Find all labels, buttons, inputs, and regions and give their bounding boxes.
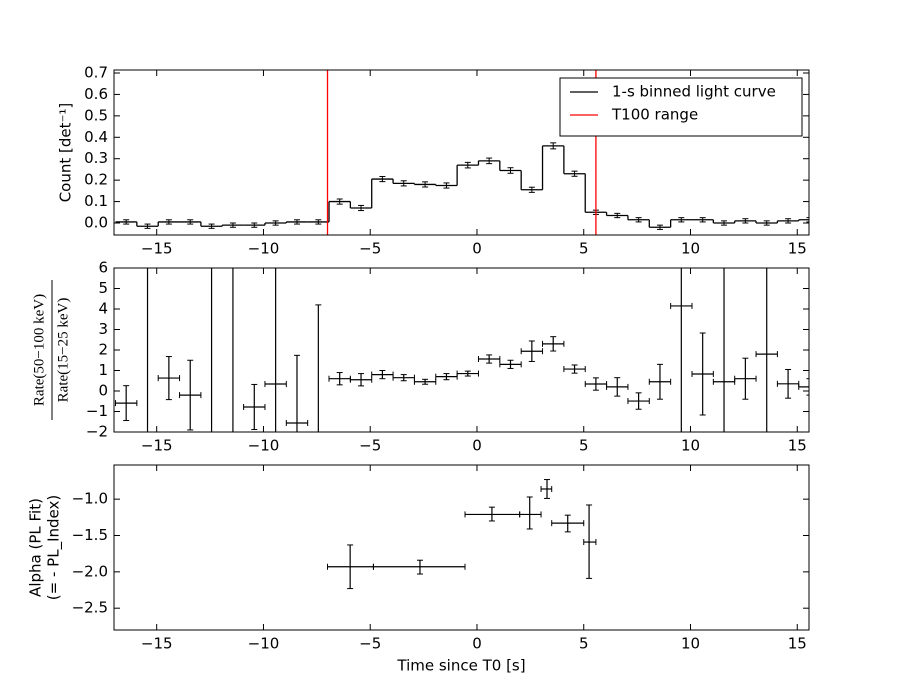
x-tick-label: 10 [681,240,700,258]
plot-area [114,268,809,432]
axes-frame [113,267,810,433]
y-axis-label: (= - PL_Index) [45,495,64,600]
x-tick-label: 5 [579,437,589,455]
y-tick-label: −2 [86,423,108,441]
x-tick-label: −5 [359,240,381,258]
legend-label: 1-s binned light curve [612,83,776,101]
x-tick-label: −15 [141,635,173,653]
x-tick-label: −5 [359,437,381,455]
y-axis-label-denominator: Rate(15−25 keV) [55,298,71,403]
y-tick-label: 3 [98,320,108,338]
x-tick-label: 15 [788,437,807,455]
plot-area [327,479,597,590]
axes-frame [113,69,810,236]
axes-frame [113,464,810,631]
y-tick-label: 0.6 [84,85,108,103]
y-tick-label: 0.3 [84,149,108,167]
point [546,488,548,490]
x-tick-label: 5 [579,635,589,653]
legend-label: T100 range [611,106,698,124]
x-tick-label: −10 [248,635,280,653]
x-tick-label: 5 [579,240,589,258]
y-tick-label: 0.4 [84,128,108,146]
point [349,565,351,568]
x-tick-label: 15 [788,240,807,258]
y-tick-label: 0.2 [84,171,108,189]
legend-box [559,77,803,137]
y-tick-label: 1 [98,361,108,379]
point [588,541,590,543]
x-tick-label: −5 [359,635,381,653]
y-tick-label: −2.5 [72,599,108,617]
point [419,565,421,568]
y-tick-label: 2 [98,341,108,359]
x-tick-label: −10 [248,437,280,455]
y-tick-label: 0 [98,382,108,400]
x-tick-label: 10 [681,635,700,653]
y-tick-label: 6 [98,259,108,277]
y-tick-label: 5 [98,279,108,297]
y-tick-label: 0.1 [84,192,108,210]
y-tick-label: 4 [98,300,108,318]
x-tick-label: 10 [681,437,700,455]
x-axis-label: Time since T0 [s] [396,657,525,675]
y-tick-label: 0.0 [84,214,108,232]
y-tick-label: −1.0 [72,490,108,508]
x-tick-label: −15 [141,437,173,455]
y-tick-label: −2.0 [72,562,108,580]
x-tick-label: 15 [788,635,807,653]
y-tick-label: −1 [86,402,108,420]
plot-area [115,70,809,235]
x-tick-label: 0 [472,635,482,653]
y-tick-label: 0.7 [84,64,108,82]
x-tick-label: −15 [141,240,173,258]
y-tick-label: 0.5 [84,106,108,124]
y-tick-label: −1.5 [72,526,108,544]
y-axis-label: Alpha (PL Fit) [27,498,45,597]
x-tick-label: 0 [472,240,482,258]
x-tick-label: −10 [248,240,280,258]
point [491,513,493,516]
point [566,522,569,524]
y-axis-label: Count [det⁻¹] [57,103,75,203]
y-axis-label-numerator: Rate(50−100 keV) [31,294,47,406]
point [528,513,531,516]
x-tick-label: 0 [472,437,482,455]
